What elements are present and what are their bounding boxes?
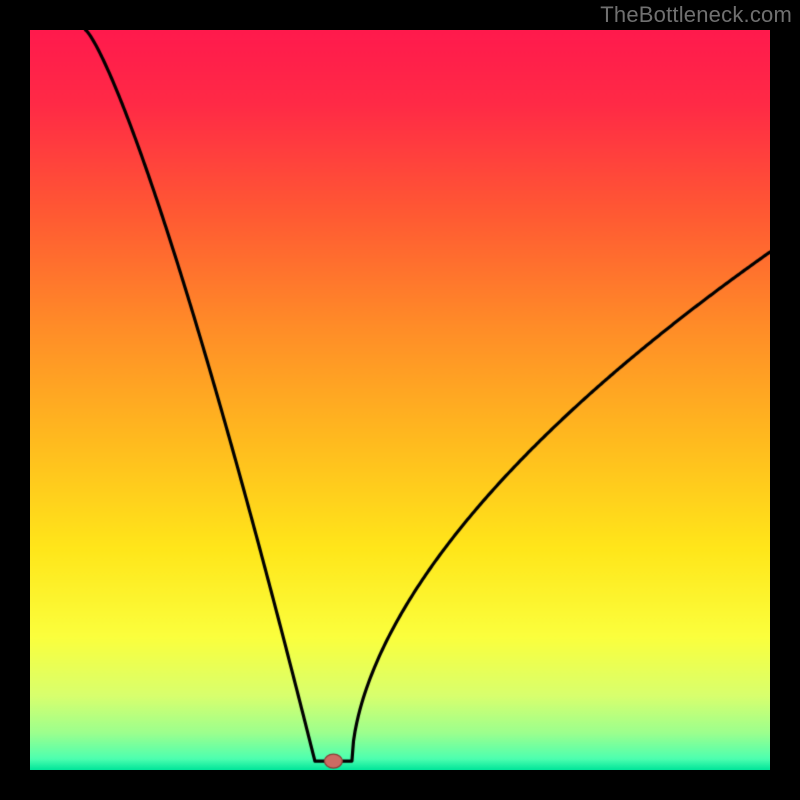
outer-frame bbox=[0, 0, 800, 800]
bottleneck-chart bbox=[30, 30, 770, 770]
